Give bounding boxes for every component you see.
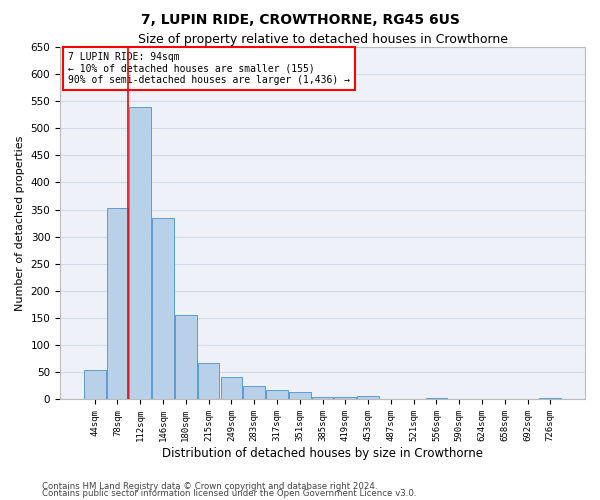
Bar — [244, 386, 265, 400]
Bar — [107, 208, 128, 400]
Bar — [175, 316, 197, 400]
Text: 7 LUPIN RIDE: 94sqm
← 10% of detached houses are smaller (155)
90% of semi-detac: 7 LUPIN RIDE: 94sqm ← 10% of detached ho… — [68, 52, 350, 85]
Title: Size of property relative to detached houses in Crowthorne: Size of property relative to detached ho… — [137, 32, 508, 46]
Y-axis label: Number of detached properties: Number of detached properties — [15, 136, 25, 311]
Bar — [130, 108, 151, 400]
Bar — [425, 398, 447, 400]
Bar — [334, 397, 356, 400]
Bar — [289, 392, 311, 400]
Bar — [357, 396, 379, 400]
Bar — [311, 397, 334, 400]
Bar — [221, 376, 242, 400]
Bar — [152, 218, 174, 400]
Text: Contains public sector information licensed under the Open Government Licence v3: Contains public sector information licen… — [42, 490, 416, 498]
Bar — [266, 390, 288, 400]
X-axis label: Distribution of detached houses by size in Crowthorne: Distribution of detached houses by size … — [162, 447, 483, 460]
Bar — [84, 370, 106, 400]
Bar — [198, 363, 220, 400]
Text: Contains HM Land Registry data © Crown copyright and database right 2024.: Contains HM Land Registry data © Crown c… — [42, 482, 377, 491]
Bar — [539, 398, 561, 400]
Text: 7, LUPIN RIDE, CROWTHORNE, RG45 6US: 7, LUPIN RIDE, CROWTHORNE, RG45 6US — [140, 12, 460, 26]
